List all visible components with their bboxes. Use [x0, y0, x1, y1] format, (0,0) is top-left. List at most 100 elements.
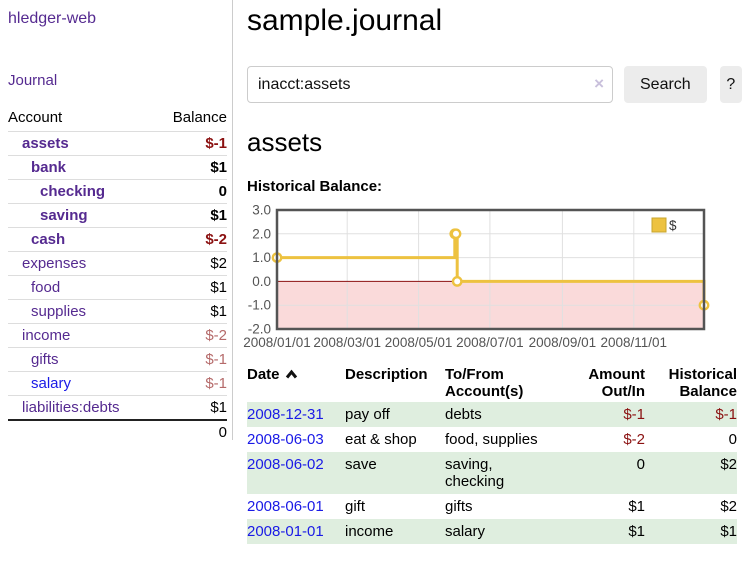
account-row: bank $1 — [8, 155, 227, 180]
transaction-accounts: food, supplies — [445, 431, 538, 448]
search-button[interactable]: Search — [624, 66, 707, 103]
amount-header-line2: Out/In — [601, 383, 645, 400]
account-row: cash $-2 — [8, 227, 227, 252]
account-link-food[interactable]: food — [31, 279, 61, 296]
transaction-accounts: saving, checking — [445, 456, 505, 490]
account-balance: $1 — [155, 155, 227, 180]
transaction-balance: $-1 — [715, 406, 737, 423]
account-balance: 0 — [155, 179, 227, 204]
account-row: assets $-1 — [8, 131, 227, 156]
register-header-date[interactable]: Date — [247, 364, 345, 402]
account-link-supplies[interactable]: supplies — [31, 303, 87, 320]
account-balance: $-1 — [155, 371, 227, 396]
transaction-amount: 0 — [636, 456, 645, 473]
clear-search-icon[interactable]: × — [594, 74, 604, 93]
transaction-description: gift — [345, 498, 366, 515]
svg-text:-1.0: -1.0 — [248, 298, 271, 313]
svg-text:$: $ — [669, 218, 677, 233]
search-input[interactable] — [247, 66, 613, 103]
transaction-description: income — [345, 523, 394, 540]
account-balance: $1 — [155, 299, 227, 324]
help-button[interactable]: ? — [719, 66, 742, 103]
transaction-balance: $2 — [720, 456, 737, 473]
register-header-balance: Historical Balance — [645, 364, 737, 402]
account-link-salary[interactable]: salary — [31, 375, 72, 392]
transaction-balance: 0 — [728, 431, 737, 448]
account-balance: $1 — [155, 203, 227, 228]
accounts-header-row: Account Balance — [8, 106, 227, 132]
accounts-header-balance: Balance — [172, 109, 227, 126]
register-table: Date Description To/From Account(s) Amou… — [247, 364, 737, 544]
account-link-liabilities-debts[interactable]: liabilities:debts — [22, 399, 120, 416]
account-row: checking 0 — [8, 179, 227, 204]
transaction-date-link[interactable]: 2008-06-03 — [247, 431, 324, 448]
date-header-label: Date — [247, 366, 280, 383]
account-balance: $1 — [155, 275, 227, 300]
account-row: liabilities:debts $1 — [8, 395, 227, 420]
transaction-amount: $1 — [628, 523, 645, 540]
register-header-amount: Amount Out/In — [573, 364, 645, 402]
svg-text:2008/03/01: 2008/03/01 — [313, 335, 381, 350]
svg-text:1.0: 1.0 — [252, 250, 271, 265]
transaction-accounts: gifts — [445, 498, 473, 515]
sidebar: hledger-web Journal Account Balance asse… — [0, 0, 233, 444]
accounts-table: Account Balance assets $-1 bank $1 check… — [8, 106, 227, 444]
search-form: × Search ? — [247, 66, 742, 103]
balance-header-line1: Historical — [668, 366, 737, 383]
transaction-accounts: debts — [445, 406, 482, 423]
svg-text:2008/07/01: 2008/07/01 — [456, 335, 524, 350]
account-row: supplies $1 — [8, 299, 227, 324]
svg-text:2008/01/01: 2008/01/01 — [243, 335, 311, 350]
account-balance: $-1 — [155, 347, 227, 372]
account-row: income $-2 — [8, 323, 227, 348]
transaction-row: 2008-01-01 income salary $1 $1 — [247, 519, 737, 544]
account-balance: $-2 — [155, 323, 227, 348]
transaction-description: eat & shop — [345, 431, 417, 448]
transaction-description: save — [345, 456, 377, 473]
register-header-row: Date Description To/From Account(s) Amou… — [247, 364, 737, 402]
account-link-saving[interactable]: saving — [40, 207, 88, 224]
accounts-header-account: Account — [8, 109, 63, 126]
transaction-description: pay off — [345, 406, 390, 423]
accounts-header-line2: Account(s) — [445, 383, 524, 400]
account-row: food $1 — [8, 275, 227, 300]
account-row: expenses $2 — [8, 251, 227, 276]
transaction-row: 2008-12-31 pay off debts $-1 $-1 — [247, 402, 737, 427]
accounts-total-row: 0 — [8, 419, 227, 444]
transaction-amount: $-1 — [623, 406, 645, 423]
balance-header-line2: Balance — [679, 383, 737, 400]
chart-title: Historical Balance: — [247, 178, 383, 195]
account-link-bank[interactable]: bank — [31, 159, 67, 176]
sidebar-item-journal[interactable]: Journal — [8, 72, 58, 89]
app-brand-link[interactable]: hledger-web — [8, 10, 97, 27]
transaction-amount: $-2 — [623, 431, 645, 448]
transaction-date-link[interactable]: 2008-06-02 — [247, 456, 324, 473]
account-row: gifts $-1 — [8, 347, 227, 372]
svg-text:-2.0: -2.0 — [248, 322, 271, 337]
account-balance: $2 — [155, 251, 227, 276]
account-link-expenses[interactable]: expenses — [22, 255, 87, 272]
svg-text:2.0: 2.0 — [252, 226, 271, 241]
svg-text:0.0: 0.0 — [252, 274, 271, 289]
svg-text:2008/11/01: 2008/11/01 — [601, 335, 668, 350]
transaction-row: 2008-06-01 gift gifts $1 $2 — [247, 494, 737, 519]
account-link-checking[interactable]: checking — [40, 183, 106, 200]
account-link-income[interactable]: income — [22, 327, 71, 344]
account-balance: $-2 — [155, 227, 227, 252]
transaction-date-link[interactable]: 2008-06-01 — [247, 498, 324, 515]
transaction-date-link[interactable]: 2008-01-01 — [247, 523, 324, 540]
transaction-date-link[interactable]: 2008-12-31 — [247, 406, 324, 423]
page-title: sample.journal — [247, 4, 443, 37]
account-link-gifts[interactable]: gifts — [31, 351, 59, 368]
transaction-accounts: salary — [445, 523, 486, 540]
account-link-assets[interactable]: assets — [22, 135, 69, 152]
register-header-description: Description — [345, 366, 428, 383]
transaction-balance: $1 — [720, 523, 737, 540]
account-row: salary $-1 — [8, 371, 227, 396]
accounts-header-line1: To/From — [445, 366, 504, 383]
account-page-title: assets — [247, 127, 323, 157]
account-link-cash[interactable]: cash — [31, 231, 66, 248]
transaction-row: 2008-06-02 save saving, checking 0 $2 — [247, 452, 737, 494]
svg-text:2008/05/01: 2008/05/01 — [385, 335, 453, 350]
